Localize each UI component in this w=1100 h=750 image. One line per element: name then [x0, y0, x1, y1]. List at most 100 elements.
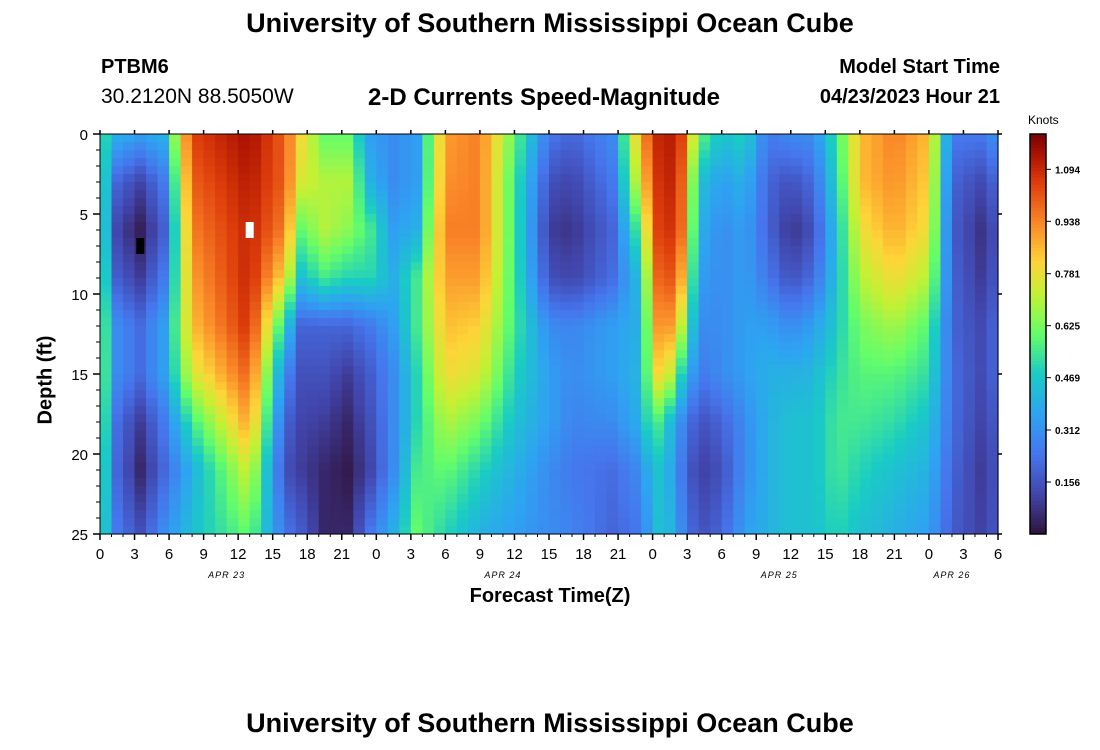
- heatmap-cell: [134, 350, 147, 359]
- heatmap-cell: [272, 422, 285, 431]
- heatmap-cell: [226, 262, 239, 271]
- heatmap-cell: [802, 518, 815, 527]
- heatmap-cell: [330, 406, 343, 415]
- heatmap-cell: [353, 478, 366, 487]
- heatmap-cell: [249, 150, 262, 159]
- heatmap-cell: [905, 238, 919, 247]
- heatmap-cell: [767, 382, 780, 391]
- heatmap-cell: [226, 134, 239, 143]
- heatmap-cell: [733, 230, 746, 239]
- heatmap-cell: [249, 406, 262, 415]
- heatmap-cell: [249, 502, 262, 511]
- heatmap-cell: [905, 430, 919, 439]
- heatmap-cell: [733, 302, 746, 311]
- heatmap-cell: [123, 158, 136, 167]
- heatmap-cell: [790, 278, 803, 287]
- heatmap-cell: [698, 350, 711, 359]
- colorbar-segment: [1030, 300, 1046, 305]
- heatmap-cell: [905, 470, 919, 479]
- heatmap-cell: [675, 270, 688, 279]
- heatmap-cell: [410, 278, 423, 287]
- heatmap-cell: [986, 182, 999, 191]
- heatmap-cell: [468, 278, 481, 287]
- heatmap-cell: [180, 238, 193, 247]
- heatmap-cell: [871, 486, 884, 495]
- heatmap-cell: [146, 390, 159, 399]
- heatmap-cell: [261, 326, 274, 335]
- heatmap-cell: [560, 518, 573, 527]
- heatmap-cell: [951, 166, 965, 175]
- heatmap-cell: [307, 342, 320, 351]
- heatmap-cell: [226, 326, 239, 335]
- heatmap-cell: [445, 398, 458, 407]
- heatmap-cell: [468, 238, 481, 247]
- heatmap-cell: [330, 470, 343, 479]
- heatmap-cell: [825, 334, 838, 343]
- heatmap-cell: [491, 518, 504, 527]
- heatmap-cell: [963, 446, 976, 455]
- heatmap-cell: [687, 374, 700, 383]
- heatmap-cell: [836, 374, 849, 383]
- heatmap-cell: [790, 486, 803, 495]
- heatmap-cell: [813, 526, 826, 535]
- heatmap-cell: [710, 182, 723, 191]
- heatmap-cell: [238, 390, 251, 399]
- heatmap-cell: [767, 430, 780, 439]
- heatmap-cell: [813, 454, 826, 463]
- heatmap-cell: [180, 350, 193, 359]
- heatmap-cell: [721, 342, 734, 351]
- heatmap-cell: [606, 382, 619, 391]
- heatmap-cell: [445, 166, 458, 175]
- colorbar-segment: [1030, 310, 1046, 315]
- heatmap-cell: [364, 294, 377, 303]
- heatmap-cell: [721, 422, 734, 431]
- heatmap-cell: [146, 406, 159, 415]
- day-label: APR 26: [932, 570, 970, 580]
- heatmap-cell: [813, 182, 826, 191]
- heatmap-cell: [514, 342, 527, 351]
- heatmap-cell: [318, 494, 331, 503]
- heatmap-cell: [261, 430, 274, 439]
- heatmap-cell: [330, 174, 343, 183]
- heatmap-cell: [836, 382, 849, 391]
- heatmap-cell: [433, 342, 446, 351]
- heatmap-cell: [836, 198, 849, 207]
- heatmap-cell: [353, 518, 366, 527]
- heatmap-cell: [721, 430, 734, 439]
- heatmap-cell: [330, 486, 343, 495]
- heatmap-cell: [261, 198, 274, 207]
- heatmap-cell: [100, 342, 113, 351]
- heatmap-cell: [364, 486, 377, 495]
- heatmap-cell: [572, 414, 585, 423]
- heatmap-cell: [261, 318, 274, 327]
- heatmap-cell: [399, 310, 412, 319]
- heatmap-cell: [767, 182, 780, 191]
- heatmap-cell: [123, 278, 136, 287]
- heatmap-cell: [468, 326, 481, 335]
- heatmap-cell: [226, 454, 239, 463]
- heatmap-cell: [514, 430, 527, 439]
- heatmap-cell: [123, 446, 136, 455]
- heatmap-cell: [330, 510, 343, 519]
- x-tick-label: 0: [96, 546, 104, 563]
- heatmap-cell: [951, 326, 965, 335]
- heatmap-cell: [433, 150, 446, 159]
- heatmap-cell: [479, 414, 493, 423]
- heatmap-cell: [111, 302, 124, 311]
- heatmap-cell: [307, 454, 320, 463]
- heatmap-cell: [514, 358, 527, 367]
- heatmap-cell: [549, 286, 562, 295]
- heatmap-cell: [364, 462, 377, 471]
- heatmap-cell: [721, 326, 734, 335]
- heatmap-cell: [664, 398, 677, 407]
- heatmap-cell: [422, 230, 435, 239]
- heatmap-cell: [779, 470, 792, 479]
- heatmap-cell: [479, 214, 493, 223]
- heatmap-cell: [100, 318, 113, 327]
- heatmap-cell: [629, 286, 642, 295]
- heatmap-cell: [215, 446, 228, 455]
- heatmap-cell: [721, 214, 734, 223]
- heatmap-cell: [928, 222, 942, 231]
- heatmap-cell: [767, 326, 780, 335]
- heatmap-cell: [963, 478, 976, 487]
